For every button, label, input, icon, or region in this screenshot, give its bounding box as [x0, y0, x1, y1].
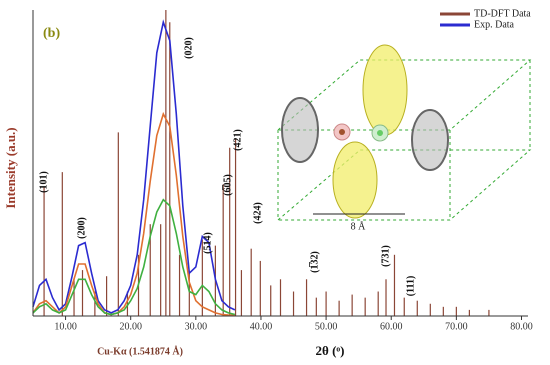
- peak-label: (421): [232, 129, 243, 151]
- peak-label: (514): [202, 232, 213, 254]
- y-axis-label: Intensity (a.u.): [3, 127, 18, 208]
- peak-label: (020): [183, 37, 194, 59]
- x-tick-label: 30.00: [185, 321, 208, 332]
- inset-structure: 8 Å: [276, 44, 532, 232]
- x-tick-label: 70.00: [445, 321, 468, 332]
- legend-label: Exp. Data: [474, 19, 515, 30]
- atom: [377, 130, 383, 136]
- x-tick-label: 60.00: [380, 321, 403, 332]
- scale-label: 8 Å: [351, 220, 367, 232]
- orbital: [332, 141, 378, 219]
- x-tick-label: 50.00: [315, 321, 338, 332]
- peak-label: (6̅05): [222, 174, 233, 196]
- peak-label: (1̅32): [309, 251, 320, 273]
- ring: [411, 109, 449, 171]
- legend-label: TD-DFT Data: [474, 8, 531, 19]
- x-tick-label: 40.00: [250, 321, 273, 332]
- peak-label: (111): [405, 276, 416, 297]
- x-tick-label: 20.00: [119, 321, 142, 332]
- x-tick-label: 10.00: [54, 321, 77, 332]
- peak-label: (200): [76, 217, 87, 239]
- x-axis-label: 2θ (ᵒ): [316, 343, 345, 358]
- atom: [339, 129, 345, 135]
- plot-area: [32, 10, 528, 320]
- ring: [281, 97, 319, 163]
- exp-curve: [32, 198, 236, 316]
- x-tick-label: 80.00: [510, 321, 533, 332]
- peak-label: (731): [380, 245, 391, 267]
- peak-label: (101): [38, 171, 49, 193]
- x-axis-note: Cu-Kα (1.541874 Å): [97, 345, 183, 357]
- exp-curve: [32, 19, 236, 314]
- panel-label: (b): [43, 26, 60, 41]
- exp-curve: [32, 111, 235, 317]
- orbital: [362, 44, 408, 136]
- peak-label: (424): [252, 202, 263, 224]
- cell-edge: [276, 149, 532, 221]
